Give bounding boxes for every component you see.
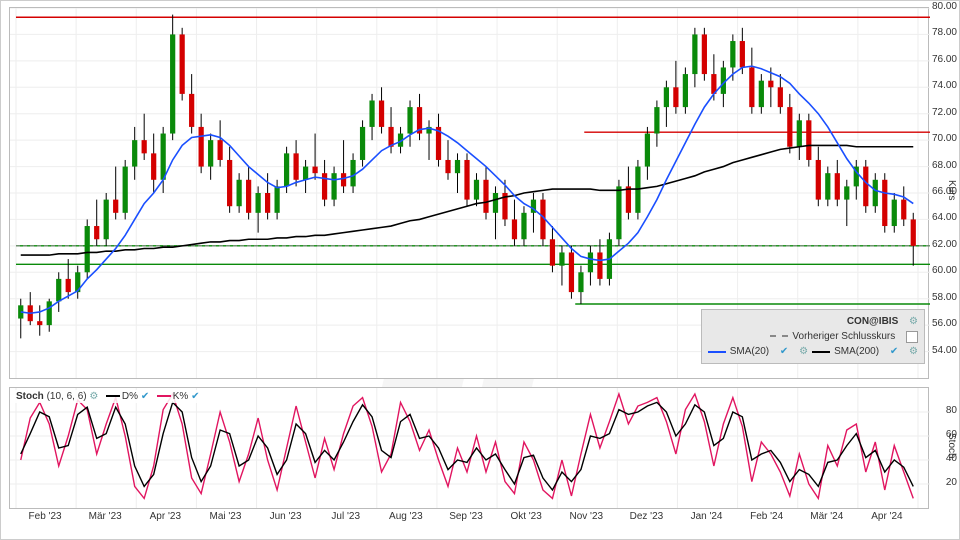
toggle-icon[interactable]: ✔ <box>141 391 149 402</box>
price-tick: 68.00 <box>932 160 957 171</box>
x-month-label: Jul '23 <box>331 511 360 539</box>
x-month-label: Apr '23 <box>150 511 181 539</box>
x-month-label: Sep '23 <box>449 511 483 539</box>
chart-frame: Kurs CON@IBIS ⚙ Vorheriger Schlusskurs S… <box>0 0 960 540</box>
toggle-icon[interactable]: ✔ <box>890 344 898 359</box>
gear-icon[interactable]: ⚙ <box>909 344 918 359</box>
x-month-label: Nov '23 <box>569 511 603 539</box>
price-tick: 74.00 <box>932 80 957 91</box>
stoch-tick: 60 <box>946 429 957 440</box>
toggle-icon[interactable]: ✔ <box>191 391 199 402</box>
price-tick: 78.00 <box>932 27 957 38</box>
price-tick: 62.00 <box>932 239 957 250</box>
prev-close-swatch <box>906 331 918 343</box>
symbol-title: CON@IBIS <box>847 314 898 329</box>
x-month-label: Feb '24 <box>750 511 783 539</box>
stoch-tick: 20 <box>946 477 957 488</box>
x-month-label: Jun '23 <box>270 511 302 539</box>
x-month-label: Okt '23 <box>510 511 541 539</box>
price-tick: 56.00 <box>932 318 957 329</box>
stoch-title: Stoch <box>16 391 44 402</box>
x-month-label: Mär '23 <box>89 511 122 539</box>
x-month-label: Dez '23 <box>630 511 664 539</box>
stoch-panel[interactable]: Stoch (10, 6, 6) ⚙ D% ✔ K% ✔ <box>9 387 929 509</box>
x-month-label: Jan '24 <box>691 511 723 539</box>
x-month-label: Aug '23 <box>389 511 423 539</box>
sma200-label: SMA(200) <box>834 344 879 359</box>
price-tick: 72.00 <box>932 107 957 118</box>
price-tick: 60.00 <box>932 265 957 276</box>
stoch-d-label: D% <box>122 391 138 402</box>
price-tick: 64.00 <box>932 212 957 223</box>
chart-legend[interactable]: CON@IBIS ⚙ Vorheriger Schlusskurs SMA(20… <box>701 309 925 364</box>
sma20-label: SMA(20) <box>730 344 769 359</box>
price-tick: 58.00 <box>932 292 957 303</box>
gear-icon[interactable]: ⚙ <box>909 314 918 329</box>
x-month-label: Mai '23 <box>209 511 241 539</box>
stoch-tick: 80 <box>946 405 957 416</box>
stoch-params: (10, 6, 6) <box>47 391 87 402</box>
prev-close-label: Vorheriger Schlusskurs <box>792 329 895 344</box>
stoch-legend: Stoch (10, 6, 6) ⚙ D% ✔ K% ✔ <box>14 390 202 403</box>
toggle-icon[interactable]: ✔ <box>780 344 788 359</box>
gear-icon[interactable]: ⚙ <box>799 344 808 359</box>
price-tick: 80.00 <box>932 1 957 12</box>
price-tick: 66.00 <box>932 186 957 197</box>
price-tick: 70.00 <box>932 133 957 144</box>
gear-icon[interactable]: ⚙ <box>89 391 98 402</box>
price-tick: 54.00 <box>932 345 957 356</box>
x-month-label: Apr '24 <box>871 511 902 539</box>
stoch-tick: 40 <box>946 453 957 464</box>
stoch-k-label: K% <box>173 391 189 402</box>
x-month-label: Mär '24 <box>810 511 843 539</box>
x-month-label: Feb '23 <box>29 511 62 539</box>
price-tick: 76.00 <box>932 54 957 65</box>
